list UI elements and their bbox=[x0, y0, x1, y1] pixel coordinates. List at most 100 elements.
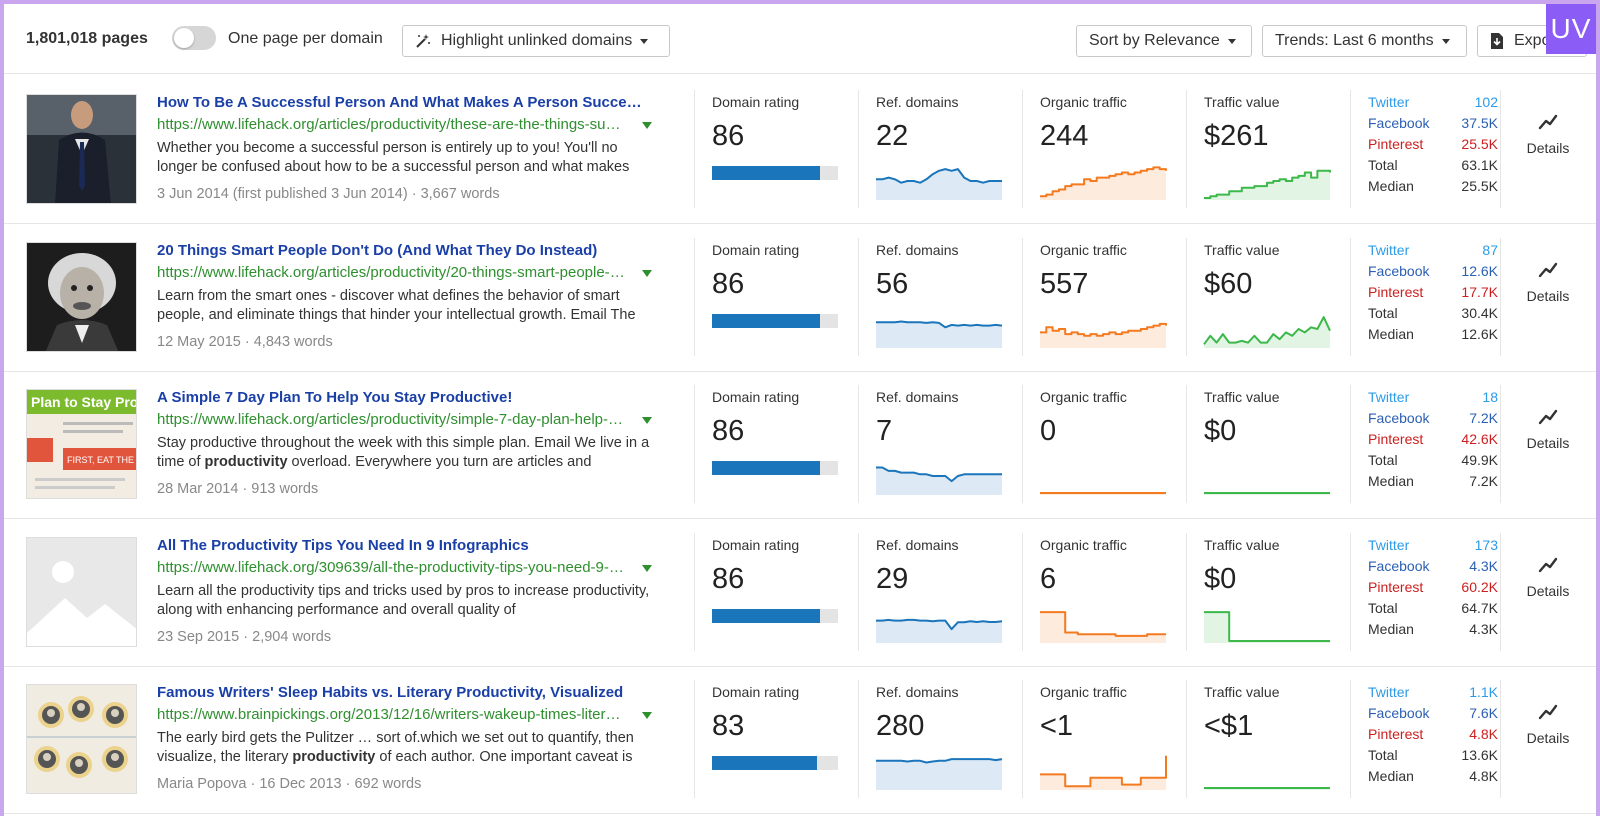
twitter-label: Twitter bbox=[1368, 94, 1410, 110]
column-divider bbox=[1500, 385, 1501, 503]
facebook-count: 4.3K bbox=[1469, 557, 1498, 574]
social-row-twitter[interactable]: Twitter 18 bbox=[1368, 387, 1498, 408]
url-menu-chevron-icon[interactable] bbox=[642, 564, 652, 572]
social-row-twitter[interactable]: Twitter 1.1K bbox=[1368, 682, 1498, 703]
social-shares: Twitter 18 Facebook 7.2K Pinterest 42.6K To… bbox=[1368, 387, 1498, 492]
social-row-twitter[interactable]: Twitter 102 bbox=[1368, 92, 1498, 113]
details-button[interactable]: Details bbox=[1518, 110, 1578, 158]
domain-rating-bar bbox=[712, 608, 838, 623]
column-divider bbox=[1350, 90, 1351, 208]
organic-traffic-value[interactable]: 244 bbox=[1040, 120, 1089, 152]
social-row-pinterest[interactable]: Pinterest 42.6K bbox=[1368, 429, 1498, 450]
url-menu-chevron-icon[interactable] bbox=[642, 712, 652, 719]
ref-domains-value[interactable]: 280 bbox=[876, 710, 925, 742]
total-label: Total bbox=[1368, 452, 1398, 468]
url-menu-chevron-icon[interactable] bbox=[642, 122, 652, 129]
result-title-link[interactable]: All The Productivity Tips You Need In 9 … bbox=[157, 536, 529, 554]
ref-domains-value[interactable]: 29 bbox=[876, 562, 909, 595]
result-title-link[interactable]: 20 Things Smart People Don't Do (And Wha… bbox=[157, 241, 598, 259]
trends-dropdown[interactable]: Trends: Last 6 months bbox=[1262, 25, 1467, 57]
ref-domains-value[interactable]: 7 bbox=[876, 415, 893, 447]
thumbnail-image[interactable] bbox=[26, 684, 137, 794]
highlight-unlinked-domains-button[interactable]: Highlight unlinked domains bbox=[402, 25, 670, 57]
thumbnail-image[interactable]: Plan to Stay Pro FIRST, EAT THE bbox=[26, 389, 137, 499]
result-title-link[interactable]: Famous Writers' Sleep Habits vs. Literar… bbox=[157, 684, 624, 701]
result-row: 20 Things Smart People Don't Do (And Wha… bbox=[4, 222, 1596, 372]
social-row-facebook[interactable]: Facebook 12.6K bbox=[1368, 261, 1498, 282]
domain-rating-bar bbox=[712, 166, 838, 180]
social-row-facebook[interactable]: Facebook 37.5K bbox=[1368, 113, 1498, 134]
social-row-facebook[interactable]: Facebook 7.6K bbox=[1368, 703, 1498, 724]
organic-traffic-value[interactable]: 0 bbox=[1040, 415, 1057, 447]
thumbnail-image[interactable] bbox=[26, 94, 137, 204]
organic-traffic-value[interactable]: 557 bbox=[1040, 267, 1089, 300]
sort-dropdown[interactable]: Sort by Relevance bbox=[1076, 25, 1252, 57]
details-label: Details bbox=[1526, 140, 1570, 156]
one-page-per-domain-toggle[interactable] bbox=[172, 26, 216, 50]
social-row-median: Median 4.3K bbox=[1368, 619, 1498, 640]
result-url-link[interactable]: https://www.lifehack.org/309639/all-the-… bbox=[157, 558, 627, 576]
social-row-pinterest[interactable]: Pinterest 25.5K bbox=[1368, 134, 1498, 155]
social-row-total: Total 64.7K bbox=[1368, 598, 1498, 619]
svg-text:Plan to Stay Pro: Plan to Stay Pro bbox=[31, 394, 137, 410]
median-count: 4.3K bbox=[1469, 620, 1498, 637]
result-url-link[interactable]: https://www.lifehack.org/articles/produc… bbox=[157, 263, 627, 281]
median-label: Median bbox=[1368, 325, 1414, 342]
ref-domains-sparkline bbox=[876, 160, 1002, 200]
result-url-link[interactable]: https://www.lifehack.org/articles/produc… bbox=[157, 116, 627, 133]
social-row-median: Median 12.6K bbox=[1368, 324, 1498, 345]
social-row-twitter[interactable]: Twitter 87 bbox=[1368, 240, 1498, 261]
url-menu-chevron-icon[interactable] bbox=[642, 417, 652, 424]
column-divider bbox=[694, 90, 695, 208]
result-url-link[interactable]: https://www.brainpickings.org/2013/12/16… bbox=[157, 706, 627, 723]
trend-chart-icon bbox=[1538, 114, 1558, 130]
domain-rating-value: 86 bbox=[712, 562, 745, 595]
column-divider bbox=[1350, 385, 1351, 503]
trends-label: Trends: Last 6 months bbox=[1275, 32, 1434, 49]
ref-domains-value[interactable]: 22 bbox=[876, 120, 909, 152]
social-row-twitter[interactable]: Twitter 173 bbox=[1368, 535, 1498, 556]
column-divider bbox=[1186, 680, 1187, 798]
twitter-label: Twitter bbox=[1368, 241, 1410, 258]
social-row-pinterest[interactable]: Pinterest 4.8K bbox=[1368, 724, 1498, 745]
thumbnail-image[interactable] bbox=[26, 241, 137, 352]
result-title-link[interactable]: How To Be A Successful Person And What M… bbox=[157, 94, 647, 111]
ref-domains-value[interactable]: 56 bbox=[876, 267, 909, 300]
social-row-pinterest[interactable]: Pinterest 17.7K bbox=[1368, 282, 1498, 303]
domain-rating-bar bbox=[712, 313, 838, 328]
social-shares: Twitter 1.1K Facebook 7.6K Pinterest 4.8K T… bbox=[1368, 682, 1498, 787]
domain-rating-label: Domain rating bbox=[712, 536, 800, 553]
result-url-link[interactable]: https://www.lifehack.org/articles/produc… bbox=[157, 411, 627, 428]
traffic-value-label: Traffic value bbox=[1204, 241, 1280, 258]
organic-traffic-value[interactable]: <1 bbox=[1040, 710, 1074, 742]
organic-traffic-label: Organic traffic bbox=[1040, 241, 1127, 258]
details-button[interactable]: Details bbox=[1518, 405, 1578, 453]
sort-label: Sort by Relevance bbox=[1089, 32, 1220, 49]
social-row-facebook[interactable]: Facebook 7.2K bbox=[1368, 408, 1498, 429]
median-label: Median bbox=[1368, 620, 1414, 637]
social-row-total: Total 30.4K bbox=[1368, 303, 1498, 324]
pinterest-label: Pinterest bbox=[1368, 431, 1424, 447]
social-shares: Twitter 102 Facebook 37.5K Pinterest 25.5K … bbox=[1368, 92, 1498, 197]
column-divider bbox=[1022, 385, 1023, 503]
details-button[interactable]: Details bbox=[1518, 553, 1578, 601]
organic-traffic-value[interactable]: 6 bbox=[1040, 562, 1057, 595]
details-button[interactable]: Details bbox=[1518, 700, 1578, 748]
column-divider bbox=[1350, 532, 1351, 651]
highlight-unlinked-domains-label: Highlight unlinked domains bbox=[441, 32, 633, 49]
url-menu-chevron-icon[interactable] bbox=[642, 269, 652, 277]
thumbnail-image[interactable] bbox=[26, 536, 137, 647]
total-count: 30.4K bbox=[1461, 304, 1498, 321]
social-row-facebook[interactable]: Facebook 4.3K bbox=[1368, 556, 1498, 577]
details-button[interactable]: Details bbox=[1518, 258, 1578, 306]
social-row-pinterest[interactable]: Pinterest 60.2K bbox=[1368, 577, 1498, 598]
organic-traffic-sparkline bbox=[1040, 455, 1166, 495]
result-title-link[interactable]: A Simple 7 Day Plan To Help You Stay Pro… bbox=[157, 389, 513, 406]
ref-domains-label: Ref. domains bbox=[876, 241, 959, 258]
twitter-label: Twitter bbox=[1368, 684, 1410, 700]
trend-chart-icon bbox=[1538, 557, 1558, 572]
pinterest-label: Pinterest bbox=[1368, 578, 1424, 595]
median-label: Median bbox=[1368, 473, 1414, 489]
column-divider bbox=[694, 385, 695, 503]
median-label: Median bbox=[1368, 178, 1414, 194]
